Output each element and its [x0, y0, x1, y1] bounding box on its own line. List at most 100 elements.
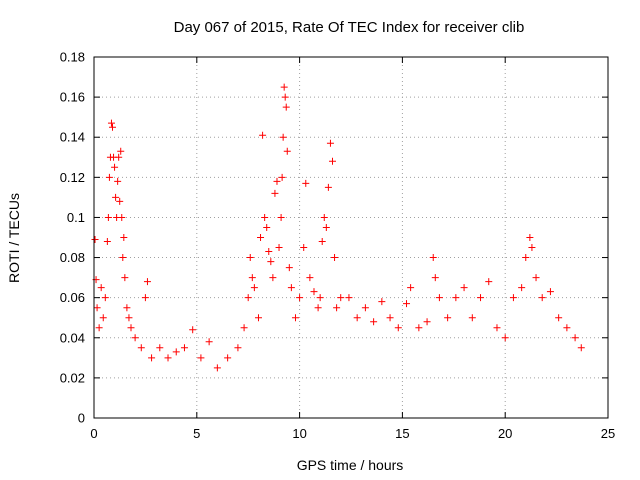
- data-point: [281, 93, 289, 101]
- data-point: [244, 294, 252, 302]
- data-point: [282, 103, 290, 111]
- y-tick-label: 0.18: [60, 50, 85, 65]
- data-point: [95, 324, 103, 332]
- data-point: [320, 213, 328, 221]
- data-point: [345, 294, 353, 302]
- data-point: [353, 314, 361, 322]
- data-point: [328, 157, 336, 165]
- data-point: [267, 258, 275, 266]
- data-point: [104, 213, 112, 221]
- data-point: [248, 274, 256, 282]
- data-point: [279, 133, 287, 141]
- x-tick-labels: 0 5 10 15 20 25: [90, 426, 615, 441]
- data-point: [224, 354, 232, 362]
- data-point: [246, 254, 254, 262]
- data-point: [263, 223, 271, 231]
- data-point: [273, 177, 281, 185]
- data-point: [435, 294, 443, 302]
- data-point: [115, 153, 123, 161]
- data-point: [91, 236, 99, 244]
- data-point: [300, 244, 308, 252]
- x-tick-label: 0: [90, 426, 97, 441]
- data-point: [509, 294, 517, 302]
- data-point: [331, 254, 339, 262]
- data-point: [316, 294, 324, 302]
- data-point: [407, 284, 415, 292]
- data-point: [518, 284, 526, 292]
- data-point: [546, 288, 554, 296]
- y-tick-label: 0.02: [60, 370, 85, 385]
- data-point: [141, 294, 149, 302]
- x-tick-label: 15: [395, 426, 409, 441]
- data-point: [501, 334, 509, 342]
- data-point: [296, 294, 304, 302]
- data-point: [361, 304, 369, 312]
- data-point: [116, 197, 124, 205]
- data-point: [119, 254, 127, 262]
- data-point: [493, 324, 501, 332]
- data-point: [394, 324, 402, 332]
- data-point: [205, 338, 213, 346]
- data-point: [431, 274, 439, 282]
- y-tick-label: 0.06: [60, 290, 85, 305]
- data-point: [164, 354, 172, 362]
- data-point: [127, 324, 135, 332]
- data-point: [156, 344, 164, 352]
- data-point: [143, 278, 151, 286]
- data-point: [370, 318, 378, 326]
- data-point: [468, 314, 476, 322]
- data-point: [318, 238, 326, 246]
- data-point: [528, 244, 536, 252]
- data-point: [403, 300, 411, 308]
- data-point: [280, 83, 288, 91]
- data-point: [526, 234, 534, 241]
- data-point: [101, 294, 109, 302]
- data-point: [118, 213, 126, 221]
- data-point: [310, 288, 318, 296]
- data-point: [189, 326, 197, 334]
- axis-ticks: [93, 56, 609, 419]
- data-point: [278, 173, 286, 181]
- data-point: [283, 147, 291, 155]
- y-tick-label: 0.12: [60, 170, 85, 185]
- data-point: [314, 304, 322, 312]
- data-point: [131, 334, 139, 342]
- data-point: [522, 254, 530, 262]
- data-point: [277, 213, 285, 221]
- data-point: [213, 364, 221, 372]
- data-point: [250, 284, 258, 292]
- data-point: [269, 274, 277, 282]
- data-point: [197, 354, 205, 362]
- data-point: [111, 163, 119, 171]
- data-point: [275, 244, 283, 252]
- x-tick-label: 5: [193, 426, 200, 441]
- data-point: [306, 274, 314, 282]
- y-axis-label: ROTI / TECUs: [6, 193, 22, 283]
- y-tick-label: 0.08: [60, 250, 85, 265]
- data-point: [555, 314, 563, 322]
- data-point: [285, 264, 293, 272]
- data-point: [137, 344, 145, 352]
- y-tick-label: 0: [78, 411, 85, 426]
- y-tick-label: 0.04: [60, 330, 85, 345]
- data-point: [538, 294, 546, 302]
- data-point: [324, 183, 332, 191]
- data-point: [234, 344, 242, 352]
- data-point: [93, 304, 101, 312]
- y-tick-label: 0.14: [60, 130, 85, 145]
- data-point: [105, 173, 113, 181]
- data-point: [326, 139, 334, 147]
- data-point: [180, 344, 188, 352]
- data-point: [378, 298, 386, 306]
- data-point: [107, 119, 115, 127]
- data-point: [125, 314, 133, 322]
- data-points: [91, 83, 585, 372]
- data-point: [259, 131, 267, 139]
- data-point: [485, 278, 493, 286]
- data-point: [333, 304, 341, 312]
- data-point: [265, 248, 273, 256]
- data-point: [97, 284, 105, 292]
- data-point: [452, 294, 460, 302]
- y-tick-labels: 0 0.02 0.04 0.06 0.08 0.1 0.12 0.14 0.16 0.18: [60, 50, 85, 426]
